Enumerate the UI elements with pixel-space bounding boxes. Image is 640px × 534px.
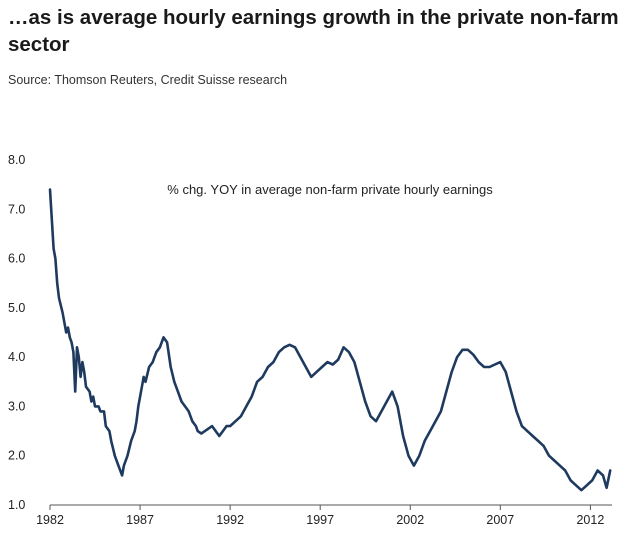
series-group — [48, 188, 612, 492]
y-tick-label: 8.0 — [8, 153, 25, 167]
source-note: Source: Thomson Reuters, Credit Suisse r… — [8, 73, 288, 87]
y-tick-label: 1.0 — [8, 498, 25, 512]
x-tick-label: 2002 — [396, 513, 424, 527]
y-tick-label: 5.0 — [8, 301, 25, 315]
x-tick-label: 1997 — [306, 513, 334, 527]
y-axis-ticks: 1.0 2.0 3.0 4.0 5.0 6.0 7.0 8.0 — [8, 153, 25, 512]
x-tick-label: 2007 — [486, 513, 514, 527]
page-title: …as is average hourly earnings growth in… — [8, 6, 619, 56]
x-axis-ticks: 1982 1987 1992 1997 2002 2007 2012 — [36, 505, 604, 527]
x-tick-label: 1982 — [36, 513, 64, 527]
y-tick-label: 3.0 — [8, 399, 25, 413]
y-tick-label: 4.0 — [8, 350, 25, 364]
x-tick-label: 1992 — [216, 513, 244, 527]
series-line — [48, 188, 612, 492]
x-tick-label: 1987 — [126, 513, 154, 527]
x-tick-label: 2012 — [576, 513, 604, 527]
y-tick-label: 6.0 — [8, 252, 25, 266]
series-annotation: % chg. YOY in average non-farm private h… — [167, 182, 493, 197]
y-tick-label: 2.0 — [8, 449, 25, 463]
y-tick-label: 7.0 — [8, 202, 25, 216]
